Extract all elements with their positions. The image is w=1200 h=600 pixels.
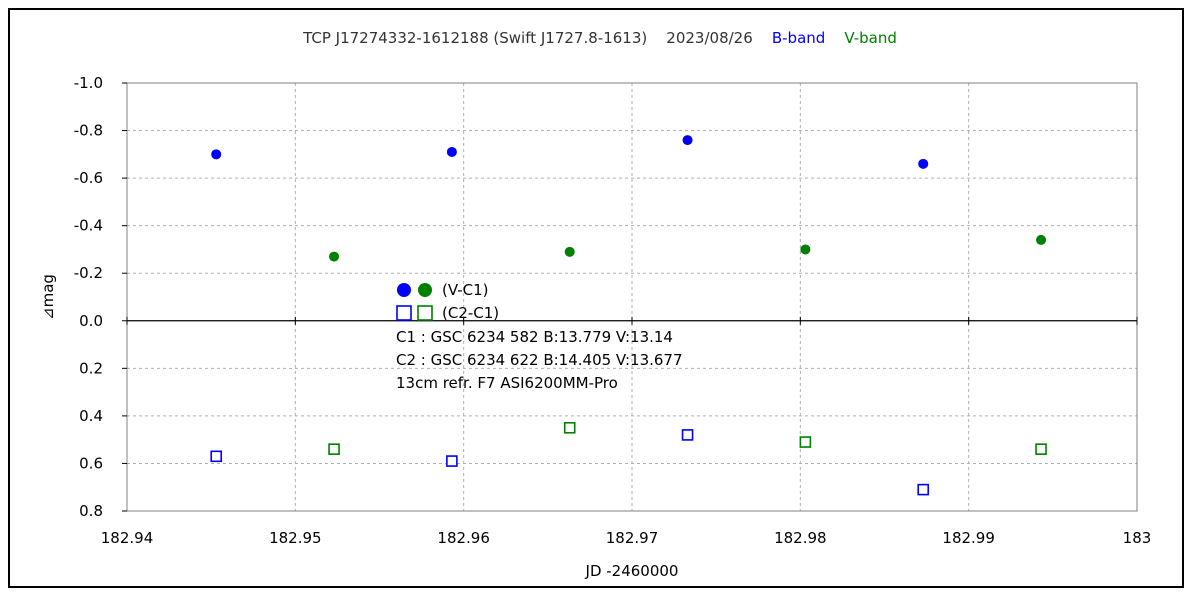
x-tick-label: 182.95 xyxy=(269,529,322,547)
point-b-v-c1 xyxy=(918,158,929,169)
y-axis-ticks: -1.0 -0.8 -0.6 -0.4 -0.2 0.0 0.2 0.4 0.6 0.8 xyxy=(74,74,127,520)
y-tick-label: -0.2 xyxy=(74,264,103,282)
legend-marker xyxy=(397,283,411,297)
point-v-c2-c1 xyxy=(1035,443,1047,455)
title-part-1: 2023/08/26 xyxy=(647,29,753,47)
annotations: C1 : GSC 6234 582 B:13.779 V:13.14 C2 : G… xyxy=(396,328,683,392)
annotation-line: 13cm refr. F7 ASI6200MM-Pro xyxy=(396,374,618,392)
point-v-v-c1 xyxy=(564,246,575,257)
point-b-v-c1 xyxy=(682,135,693,146)
annotation-line: C2 : GSC 6234 622 B:14.405 V:13.677 xyxy=(396,351,683,369)
legend-marker xyxy=(417,305,433,321)
point-b-v-c1 xyxy=(211,149,222,160)
x-tick-label: 182.96 xyxy=(437,529,490,547)
plot-area-border xyxy=(126,82,1138,512)
title-part-3: V-band xyxy=(825,29,897,47)
y-tick-label: -1.0 xyxy=(74,74,103,92)
annotation-line: C1 : GSC 6234 582 B:13.779 V:13.14 xyxy=(396,328,673,346)
x-tick-label: 182.97 xyxy=(606,529,659,547)
x-axis-ticks: 182.94 182.95 182.96 182.97 182.98 182.99 183 xyxy=(101,316,1152,547)
legend-label: (C2-C1) xyxy=(442,304,499,322)
y-tick-label: 0.8 xyxy=(79,502,103,520)
y-tick-label: 0.4 xyxy=(79,407,103,425)
x-tick-label: 182.98 xyxy=(774,529,827,547)
x-tick-label: 182.94 xyxy=(101,529,154,547)
x-tick-label: 183 xyxy=(1123,529,1152,547)
point-v-c2-c1 xyxy=(563,421,576,434)
legend-marker xyxy=(396,305,412,321)
x-tick-label: 182.99 xyxy=(942,529,995,547)
point-b-c2-c1 xyxy=(210,450,223,463)
x-axis-label: JD -2460000 xyxy=(585,562,679,580)
y-tick-label: 0.2 xyxy=(79,359,103,377)
y-tick-label: -0.4 xyxy=(74,217,103,235)
point-b-c2-c1 xyxy=(917,483,930,496)
y-axis-label: ⊿mag xyxy=(39,274,57,320)
point-b-c2-c1 xyxy=(681,429,694,441)
legend: (V-C1) (C2-C1) xyxy=(396,281,499,322)
data-points xyxy=(210,135,1047,496)
grid xyxy=(127,83,1137,511)
point-v-v-c1 xyxy=(329,251,340,262)
y-tick-label: 0.6 xyxy=(79,454,103,472)
point-v-v-c1 xyxy=(800,244,811,255)
y-tick-label: -0.6 xyxy=(74,169,103,187)
point-v-c2-c1 xyxy=(328,443,340,455)
legend-label: (V-C1) xyxy=(442,281,489,299)
chart-title: TCP J17274332-1612188 (Swift J1727.8-161… xyxy=(302,29,897,47)
y-tick-label: 0.0 xyxy=(79,312,103,330)
point-b-c2-c1 xyxy=(446,455,458,467)
point-b-v-c1 xyxy=(446,146,457,157)
title-part-2: B-band xyxy=(753,29,826,47)
legend-marker xyxy=(418,283,432,297)
point-v-c2-c1 xyxy=(799,436,812,448)
title-part-0: TCP J17274332-1612188 (Swift J1727.8-161… xyxy=(302,29,647,47)
y-tick-label: -0.8 xyxy=(74,122,103,140)
point-v-v-c1 xyxy=(1036,234,1047,245)
chart-frame xyxy=(8,8,1184,588)
